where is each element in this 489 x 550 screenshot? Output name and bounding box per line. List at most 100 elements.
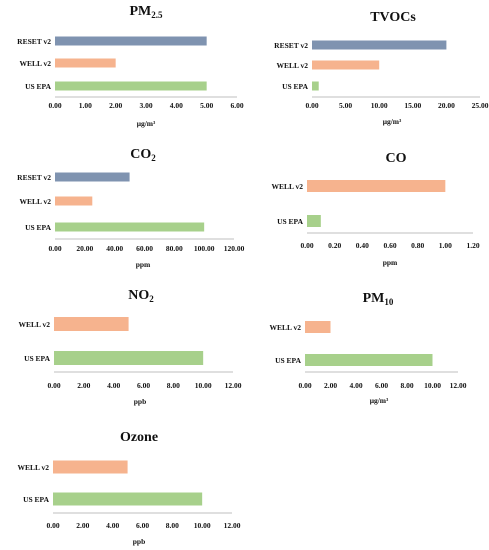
chart-title-main: TVOCs [370,10,416,25]
chart-title-main: CO [386,151,407,166]
chart-title-main: PM [363,291,385,306]
chart-panel-4: CO 0.00 0.20 0.40 0.60 0.80 1.00 1.20 ppm WELL v2… [272,151,480,267]
category-label: WELL v2 [18,463,50,472]
chart-title: TVOCs [370,10,416,25]
category-label: US EPA [23,495,49,504]
x-axis-label: ppm [383,258,398,267]
x-axis-label: ppb [134,397,147,406]
chart-title: PM10 [363,291,394,307]
chart-panel-7: Ozone 0.00 2.00 4.00 6.00 8.00 10.00 12.00 ppb WE… [18,430,241,546]
x-tick-label: 0.00 [48,101,61,110]
bar-us-epa [54,351,204,365]
bar-us-epa [307,215,321,227]
chart-title: CO2 [130,147,156,163]
x-tick-label: 4.00 [170,101,183,110]
x-tick-label: 12.00 [224,521,241,530]
x-tick-label: 6.00 [375,381,388,390]
x-tick-label: 3.00 [139,101,152,110]
x-axis-label: ppb [133,537,146,546]
chart-title-subscript: 2.5 [151,10,163,20]
chart-panel-1: PM2.5 0.00 1.00 2.00 3.00 4.00 5.00 6.00 μg/m³ RE… [17,4,244,128]
chart-title-main: CO [130,147,151,162]
bar-well-v2 [55,58,116,68]
bar-well-v2 [312,60,380,70]
chart-title-main: Ozone [120,430,158,445]
x-tick-label: 5.00 [339,101,352,110]
x-tick-label: 8.00 [400,381,413,390]
bar-well-v2 [53,460,128,474]
x-tick-label: 0.40 [356,241,369,250]
x-tick-label: 2.00 [76,521,89,530]
x-tick-label: 60.00 [136,244,153,253]
x-tick-label: 0.00 [305,101,318,110]
x-axis-label: μg/m³ [370,396,389,405]
x-tick-label: 20.00 [438,101,455,110]
chart-title: NO2 [128,288,154,304]
chart-title: CO [386,151,407,166]
bar-us-epa [312,81,319,91]
chart-title-subscript: 2 [151,153,156,163]
x-tick-label: 6.00 [136,521,149,530]
x-tick-label: 0.00 [46,521,59,530]
x-tick-label: 0.00 [298,381,311,390]
category-label: RESET v2 [17,37,51,46]
x-tick-label: 10.00 [194,521,211,530]
category-label: US EPA [25,223,51,232]
chart-title: Ozone [120,430,158,445]
x-tick-label: 100.00 [194,244,215,253]
x-tick-label: 4.00 [349,381,362,390]
x-tick-label: 0.00 [47,381,60,390]
bar-well-v2 [55,196,93,206]
x-tick-label: 0.00 [48,244,61,253]
category-label: WELL v2 [270,323,302,332]
x-tick-label: 6.00 [230,101,243,110]
x-tick-label: 80.00 [166,244,183,253]
x-tick-label: 2.00 [109,101,122,110]
category-label: WELL v2 [277,61,309,70]
x-tick-label: 0.80 [411,241,424,250]
x-tick-label: 2.00 [77,381,90,390]
chart-panel-2: TVOCs 0.00 5.00 10.00 15.00 20.00 25.00 μg/m³ RE… [274,10,489,126]
x-axis-label: ppm [136,260,151,269]
x-tick-label: 120.00 [224,244,245,253]
x-tick-label: 15.00 [404,101,421,110]
chart-title-main: NO [128,288,149,303]
category-label: US EPA [282,82,308,91]
x-tick-label: 4.00 [107,381,120,390]
bar-well-v2 [307,180,446,192]
x-tick-label: 0.60 [383,241,396,250]
x-tick-label: 10.00 [424,381,441,390]
category-label: US EPA [24,354,50,363]
category-label: US EPA [275,356,301,365]
x-tick-label: 1.00 [439,241,452,250]
category-label: WELL v2 [272,182,304,191]
x-tick-label: 0.20 [328,241,341,250]
bar-us-epa [55,222,205,232]
x-tick-label: 12.00 [450,381,467,390]
x-tick-label: 0.00 [300,241,313,250]
x-tick-label: 20.00 [76,244,93,253]
x-tick-label: 10.00 [371,101,388,110]
x-tick-label: 8.00 [167,381,180,390]
chart-panel-5: NO2 0.00 2.00 4.00 6.00 8.00 10.00 12.00 ppb WELL… [19,288,242,406]
bar-us-epa [53,492,203,506]
bar-reset-v2 [55,36,207,46]
x-axis-label: μg/m³ [383,117,402,126]
x-tick-label: 2.00 [324,381,337,390]
category-label: WELL v2 [19,320,51,329]
x-tick-label: 10.00 [195,381,212,390]
category-label: RESET v2 [17,173,51,182]
x-tick-label: 1.00 [79,101,92,110]
bar-us-epa [55,81,207,91]
x-tick-label: 25.00 [472,101,489,110]
category-label: RESET v2 [274,41,308,50]
x-axis-label: μg/m³ [137,119,156,128]
chart-panel-6: PM10 0.00 2.00 4.00 6.00 8.00 10.00 12.00 μg/m³ W… [270,291,467,405]
bar-reset-v2 [55,172,130,182]
bar-reset-v2 [312,40,447,50]
x-tick-label: 40.00 [106,244,123,253]
category-label: WELL v2 [20,59,52,68]
bar-us-epa [305,354,433,366]
bar-well-v2 [54,317,129,331]
chart-title-subscript: 2 [149,294,154,304]
